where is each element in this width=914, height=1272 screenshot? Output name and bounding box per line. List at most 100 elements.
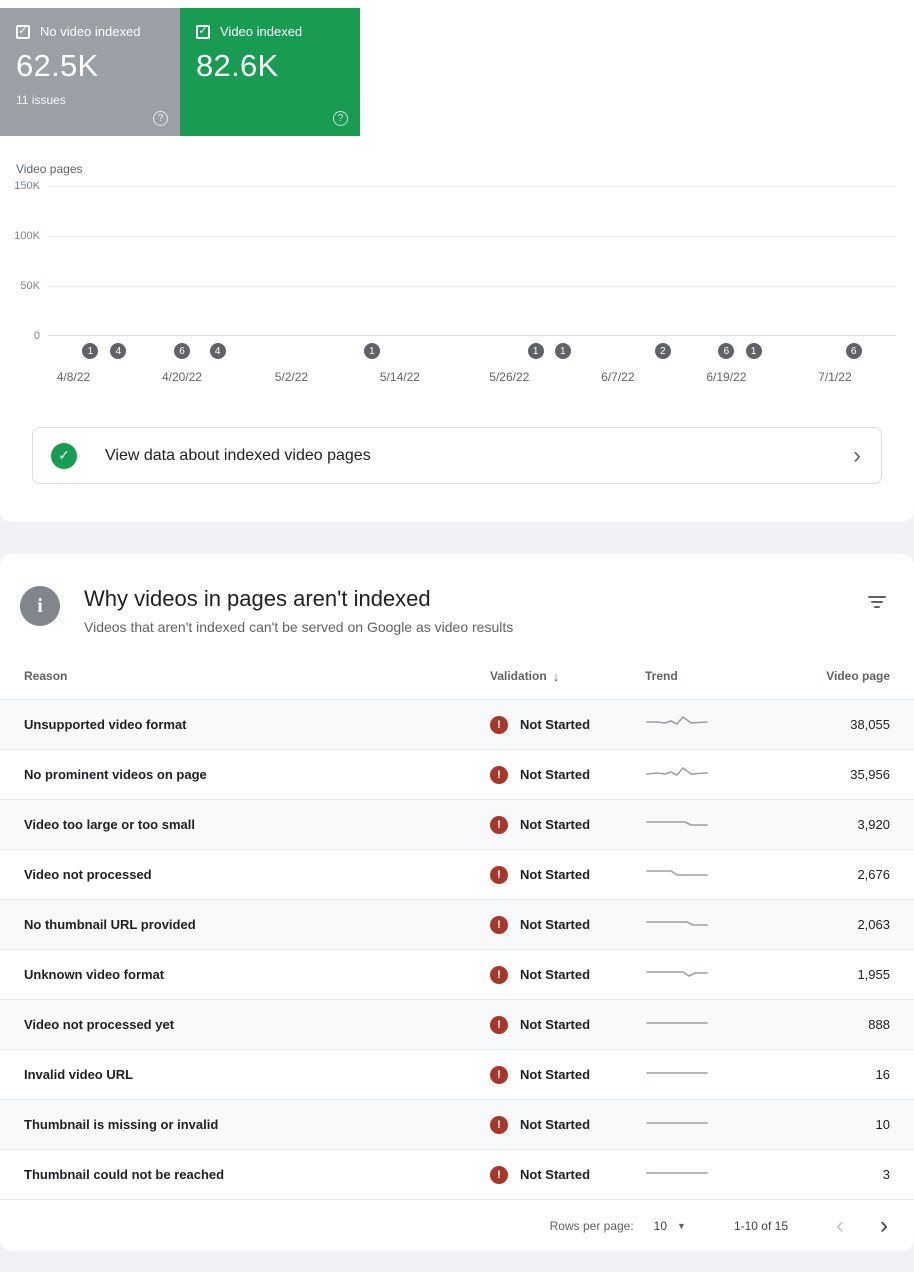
annotation-marker[interactable]: 4 xyxy=(209,343,226,359)
table-row[interactable]: Thumbnail is missing or invalid! Not Star… xyxy=(0,1099,914,1149)
sort-descending-icon: ↓ xyxy=(552,668,560,684)
stat-card-label: Video indexed xyxy=(220,24,303,39)
stat-tiles: ✓ No video indexed 62.5K 11 issues ? ✓ V… xyxy=(0,0,914,136)
error-exclamation-icon: ! xyxy=(490,1115,508,1134)
video-indexing-report-card: ✓ No video indexed 62.5K 11 issues ? ✓ V… xyxy=(0,0,914,522)
checkbox-checked-icon[interactable]: ✓ xyxy=(16,24,30,39)
column-header-trend[interactable]: Trend xyxy=(645,669,678,683)
help-glyph: ? xyxy=(337,113,344,124)
baseline xyxy=(48,335,896,336)
column-header-video-page[interactable]: Video page xyxy=(826,669,890,683)
not-indexed-reasons-card: i Why videos in pages aren't indexed Vid… xyxy=(0,554,914,1251)
annotation-marker[interactable]: 4 xyxy=(110,343,127,359)
validation-cell: ! Not Started xyxy=(490,1115,645,1134)
table-row[interactable]: Thumbnail could not be reached! Not Start… xyxy=(0,1149,914,1199)
x-tick-label: 6/19/22 xyxy=(706,370,747,384)
trend-sparkline xyxy=(646,1172,708,1174)
table-row[interactable]: Video too large or too small! Not Started… xyxy=(0,799,914,849)
help-icon[interactable]: ? xyxy=(333,111,348,126)
next-page-button[interactable]: › xyxy=(880,1211,888,1239)
validation-status: Not Started xyxy=(520,967,591,982)
x-tick-label: 4/8/22 xyxy=(56,370,91,384)
x-tick-label: 5/14/22 xyxy=(379,370,420,384)
rows-per-page-label: Rows per page: xyxy=(549,1218,634,1233)
validation-cell: ! Not Started xyxy=(490,765,645,784)
table-row[interactable]: Unknown video format! Not Started 1,955 xyxy=(0,949,914,999)
trend-sparkline xyxy=(646,921,708,926)
y-tick-label: 150K xyxy=(14,180,40,192)
stat-card-indexed[interactable]: ✓ Video indexed 82.6K ? xyxy=(180,8,360,136)
error-exclamation-icon: ! xyxy=(490,1065,508,1084)
annotation-marker[interactable]: 1 xyxy=(554,343,571,359)
check-glyph: ✓ xyxy=(58,447,70,463)
table-row[interactable]: Unsupported video format! Not Started 38,0… xyxy=(0,699,914,749)
trend-cell xyxy=(645,962,795,987)
info-icon: i xyxy=(20,586,60,626)
annotation-marker[interactable]: 1 xyxy=(527,343,544,359)
bars-container xyxy=(74,186,884,336)
reason-label: Unknown video format xyxy=(24,967,165,982)
validation-status: Not Started xyxy=(520,1117,591,1132)
annotation-marker[interactable]: 1 xyxy=(363,343,380,359)
trend-cell xyxy=(645,812,795,837)
error-exclamation-icon: ! xyxy=(490,1015,508,1034)
table-footer: Rows per page: 10 ▼ 1-10 of 15 ‹ › xyxy=(0,1199,914,1251)
annotation-marker[interactable]: 1 xyxy=(745,343,762,359)
stat-card-not-indexed[interactable]: ✓ No video indexed 62.5K 11 issues ? xyxy=(0,8,180,136)
trend-sparkline xyxy=(646,870,708,876)
annotation-marker[interactable]: 2 xyxy=(654,343,671,359)
error-exclamation-icon: ! xyxy=(490,715,508,734)
x-tick-label: 4/20/22 xyxy=(161,370,202,384)
stat-card-value: 82.6K xyxy=(196,48,279,83)
error-exclamation-icon: ! xyxy=(490,1165,508,1184)
column-header-validation[interactable]: Validation ↓ xyxy=(490,669,645,684)
video-page-count: 2,063 xyxy=(857,917,890,932)
previous-page-button[interactable]: ‹ xyxy=(836,1211,844,1239)
x-tick-label: 5/26/22 xyxy=(489,370,530,384)
validation-cell: ! Not Started xyxy=(490,1065,645,1084)
trend-sparkline xyxy=(646,716,708,725)
checkbox-checked-icon[interactable]: ✓ xyxy=(196,24,210,39)
x-tick-label: 7/1/22 xyxy=(818,370,852,384)
validation-cell: ! Not Started xyxy=(490,965,645,984)
view-data-banner[interactable]: ✓ View data about indexed video pages › xyxy=(32,427,882,484)
table-row[interactable]: No thumbnail URL provided! Not Started 2,0… xyxy=(0,899,914,949)
table-row[interactable]: Video not processed yet! Not Started 888 xyxy=(0,999,914,1049)
table-row[interactable]: Invalid video URL! Not Started 16 xyxy=(0,1049,914,1099)
banner-label: View data about indexed video pages xyxy=(105,446,371,464)
annotation-marker[interactable]: 6 xyxy=(173,343,190,359)
trend-sparkline xyxy=(646,821,708,826)
validation-cell: ! Not Started xyxy=(490,715,645,734)
reason-label: Thumbnail could not be reached xyxy=(24,1167,225,1182)
trend-sparkline xyxy=(646,971,708,977)
validation-status: Not Started xyxy=(520,767,591,782)
y-tick-label: 50K xyxy=(20,280,40,292)
stat-card-label: No video indexed xyxy=(40,24,141,39)
success-check-icon: ✓ xyxy=(51,442,77,469)
error-exclamation-icon: ! xyxy=(490,865,508,884)
chart-axis-title: Video pages xyxy=(16,162,83,176)
rows-per-page-select[interactable]: 10 ▼ xyxy=(654,1219,686,1233)
y-axis: 150K 100K 50K 0 xyxy=(0,180,48,342)
column-header-reason[interactable]: Reason xyxy=(24,669,68,683)
validation-status: Not Started xyxy=(520,867,591,882)
annotation-marker[interactable]: 6 xyxy=(718,343,735,359)
table-row[interactable]: Video not processed! Not Started 2,676 xyxy=(0,849,914,899)
filter-icon[interactable] xyxy=(864,592,890,612)
trend-cell xyxy=(645,1012,795,1037)
reason-label: No thumbnail URL provided xyxy=(24,917,196,932)
validation-status: Not Started xyxy=(520,717,591,732)
reason-label: Thumbnail is missing or invalid xyxy=(24,1117,219,1132)
table-row[interactable]: No prominent videos on page! Not Started 3… xyxy=(0,749,914,799)
annotation-marker[interactable]: 1 xyxy=(82,343,99,359)
help-icon[interactable]: ? xyxy=(153,111,168,126)
video-page-count: 3 xyxy=(882,1167,890,1182)
gridline xyxy=(48,286,896,287)
table-body: Unsupported video format! Not Started 38,0… xyxy=(0,699,914,1199)
trend-cell xyxy=(645,1062,795,1087)
annotation-marker[interactable]: 6 xyxy=(845,343,862,359)
trend-sparkline xyxy=(646,1022,708,1024)
column-label: Validation xyxy=(490,669,547,683)
